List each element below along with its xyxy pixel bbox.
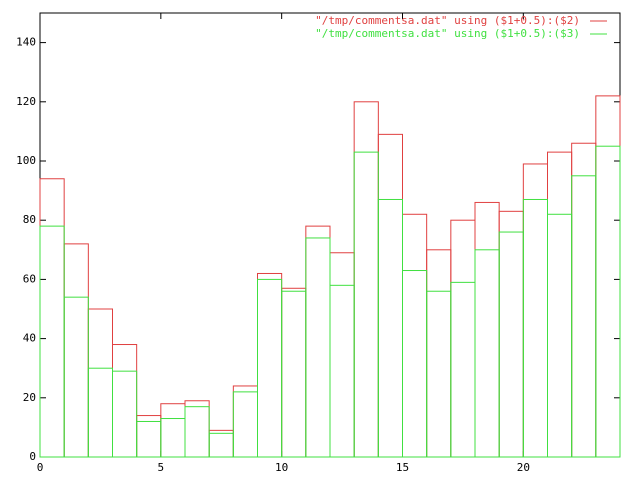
bar bbox=[426, 249, 452, 458]
bar bbox=[112, 370, 138, 458]
bar bbox=[571, 142, 597, 458]
bar bbox=[402, 270, 428, 458]
bar bbox=[87, 308, 114, 458]
bar bbox=[112, 344, 138, 458]
bar bbox=[498, 210, 524, 458]
y-tick-label: 100 bbox=[16, 154, 36, 167]
bar bbox=[305, 225, 331, 458]
bar bbox=[595, 95, 621, 458]
bar bbox=[87, 367, 114, 458]
legend-label: "/tmp/commentsa.dat" using ($1+0.5):($3) bbox=[315, 27, 580, 40]
bar bbox=[426, 290, 452, 458]
x-tick-label: 5 bbox=[158, 461, 165, 474]
bar bbox=[547, 213, 573, 458]
bar bbox=[474, 201, 500, 458]
bar bbox=[450, 281, 476, 458]
bar bbox=[474, 249, 500, 458]
y-tick-label: 0 bbox=[29, 450, 36, 463]
bar bbox=[160, 418, 186, 458]
y-tick-label: 20 bbox=[23, 391, 36, 404]
bar bbox=[184, 406, 210, 458]
bar bbox=[329, 284, 355, 458]
bar bbox=[257, 278, 283, 458]
bar bbox=[232, 385, 258, 458]
bar bbox=[329, 252, 355, 458]
x-tick-label: 10 bbox=[275, 461, 288, 474]
bar bbox=[595, 145, 621, 458]
y-tick-label: 140 bbox=[16, 36, 36, 49]
x-tick-label: 0 bbox=[37, 461, 44, 474]
bar bbox=[39, 225, 65, 458]
bar bbox=[257, 272, 283, 458]
bar bbox=[208, 429, 234, 458]
bar bbox=[547, 151, 573, 458]
x-tick-label: 20 bbox=[517, 461, 530, 474]
bar bbox=[63, 296, 89, 458]
bar bbox=[160, 403, 186, 458]
bar bbox=[136, 420, 162, 458]
bar bbox=[402, 213, 428, 458]
y-tick-label: 120 bbox=[16, 95, 36, 108]
bar bbox=[305, 237, 331, 458]
x-tick-label: 15 bbox=[396, 461, 409, 474]
bar bbox=[353, 101, 379, 458]
bar bbox=[208, 432, 234, 458]
bar bbox=[232, 391, 258, 458]
bar bbox=[281, 287, 307, 458]
bar bbox=[353, 151, 379, 458]
bar bbox=[377, 133, 404, 458]
bar bbox=[450, 219, 476, 458]
bar bbox=[522, 198, 548, 458]
legend-label: "/tmp/commentsa.dat" using ($1+0.5):($2) bbox=[315, 14, 580, 27]
y-tick-label: 40 bbox=[23, 332, 36, 345]
y-tick-label: 80 bbox=[23, 213, 36, 226]
bar bbox=[498, 231, 524, 458]
y-tick-label: 60 bbox=[23, 272, 36, 285]
bar bbox=[377, 198, 404, 458]
bar bbox=[281, 290, 307, 458]
bar bbox=[571, 175, 597, 458]
bar bbox=[522, 163, 548, 458]
bar bbox=[184, 400, 210, 458]
bar bbox=[63, 243, 89, 458]
